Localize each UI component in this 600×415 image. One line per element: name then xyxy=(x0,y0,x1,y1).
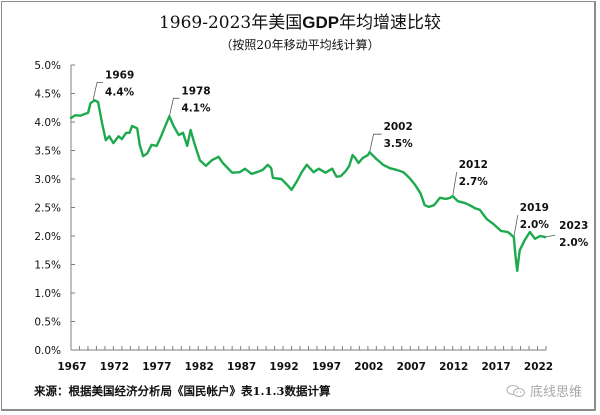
annotation-year: 2023 xyxy=(559,220,588,232)
x-tick-label: 2022 xyxy=(524,361,553,373)
annotation-leader xyxy=(169,97,180,117)
y-tick-label: 4.5% xyxy=(34,89,61,101)
x-tick-label: 2007 xyxy=(397,361,426,373)
annotation-leader xyxy=(92,81,104,101)
x-tick-label: 1977 xyxy=(142,361,171,373)
annotation-value: 2.7% xyxy=(459,176,489,188)
annotation-year: 2002 xyxy=(384,121,413,133)
title-suffix: 年均增速比较 xyxy=(339,13,442,33)
annotation-leader xyxy=(452,172,458,197)
x-tick-label: 1997 xyxy=(312,361,341,373)
annotation-leaders xyxy=(92,81,556,238)
annotation-leader xyxy=(513,215,519,238)
x-tick-label: 1967 xyxy=(57,361,86,373)
y-tick-label: 3.0% xyxy=(34,174,61,186)
annotation-year: 1969 xyxy=(105,69,134,81)
y-tick-label: 4.0% xyxy=(34,117,61,129)
x-tick-label: 1992 xyxy=(269,361,298,373)
x-tick-label: 2012 xyxy=(439,361,468,373)
annotation-leader xyxy=(369,133,382,153)
y-tick-label: 1.5% xyxy=(34,260,61,272)
title-gdp: GDP xyxy=(302,13,340,32)
y-tick-label: 2.5% xyxy=(34,203,61,215)
y-tick-label: 5.0% xyxy=(34,60,61,72)
y-tick-label: 3.5% xyxy=(34,146,61,158)
title-prefix: 1969-2023年美国 xyxy=(158,13,303,33)
y-tick-label: 0.5% xyxy=(34,317,61,329)
annotation-value: 3.5% xyxy=(384,138,414,150)
wechat-icon xyxy=(506,384,525,397)
x-tick-label: 2002 xyxy=(354,361,383,373)
series-line xyxy=(69,99,547,272)
annotation-leader xyxy=(545,234,556,238)
y-tick-label: 0.0% xyxy=(34,345,61,357)
x-tick-label: 1982 xyxy=(185,361,214,373)
annotation-year: 2012 xyxy=(459,159,488,171)
axes: 0.0% 0.5% 1.0% 1.5% 2.0% 2.5% 3.0% 3.5% 4.0% 4.5%… xyxy=(34,60,553,373)
annotation-year: 1978 xyxy=(181,85,210,97)
chart-title: 1969-2023年美国GDP年均增速比较 xyxy=(0,8,600,33)
source-note: 来源：根据美国经济分析局《国民帐户》表1.1.3数据计算 xyxy=(34,384,331,398)
x-tick-label: 2017 xyxy=(481,361,510,373)
annotation-value: 4.4% xyxy=(105,86,135,98)
chart-subtitle: （按照20年移动平均线计算） xyxy=(220,38,380,52)
annotation-value: 2.0% xyxy=(520,219,550,231)
watermark: 底线思维 xyxy=(506,381,582,400)
x-tick-label: 1987 xyxy=(227,361,256,373)
y-tick-label: 1.0% xyxy=(34,288,61,300)
chart-frame xyxy=(1,1,596,411)
annotation-value: 4.1% xyxy=(181,102,211,114)
y-tick-label: 2.0% xyxy=(34,231,61,243)
watermark-text: 底线思维 xyxy=(530,385,583,400)
annotation-year: 2019 xyxy=(520,202,549,214)
x-tick-label: 1972 xyxy=(100,361,129,373)
annotation-value: 2.0% xyxy=(559,237,589,249)
annotations: 1969 4.4% 1978 4.1% 2002 3.5% 2012 2.7% 2019 2.0%… xyxy=(105,69,589,249)
